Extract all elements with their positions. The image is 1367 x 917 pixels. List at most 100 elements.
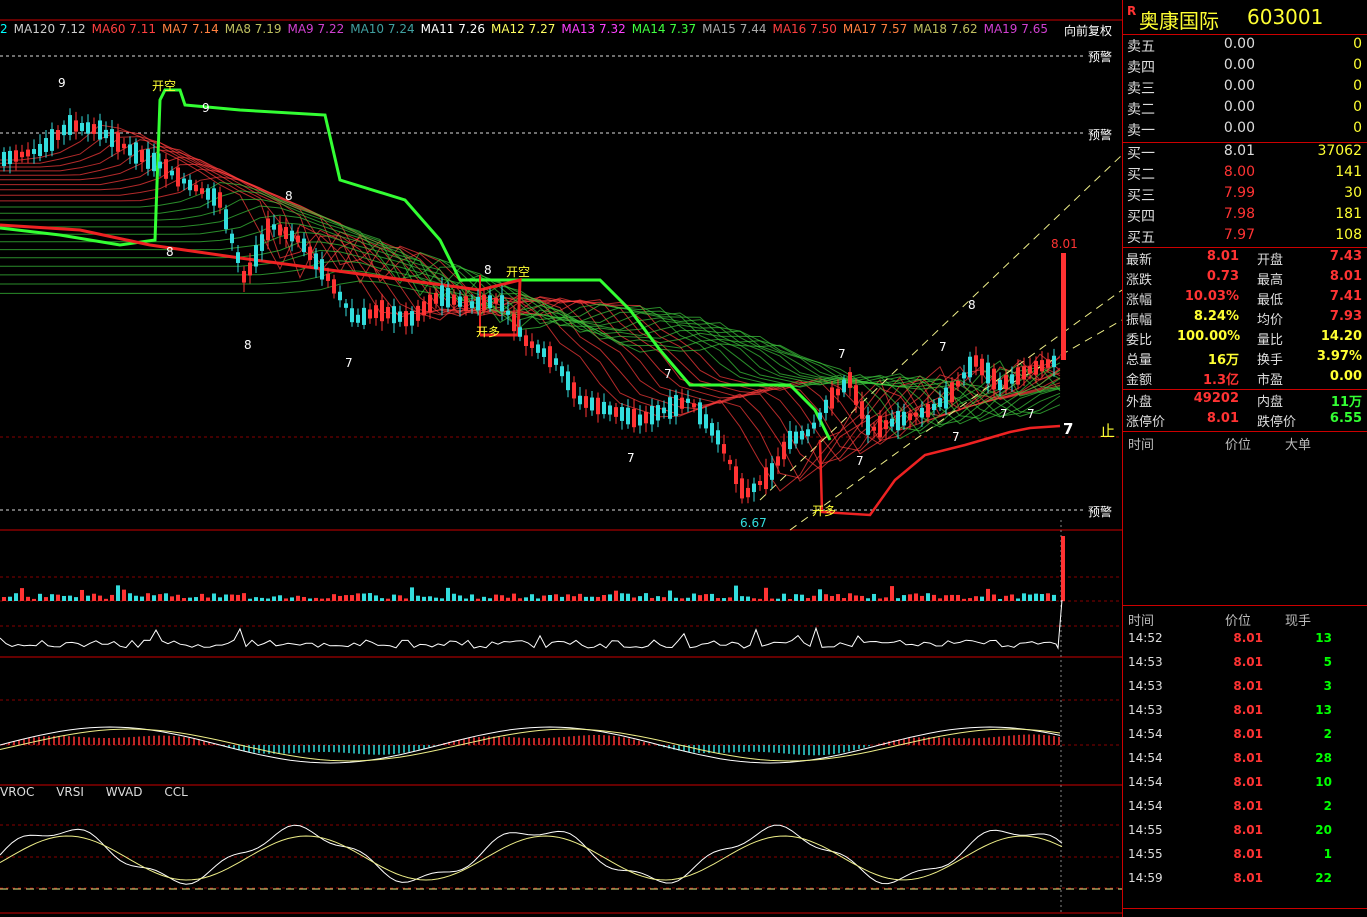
tick-price: 8.01 <box>1233 655 1263 669</box>
quote-label: 最新 <box>1126 253 1153 268</box>
tick-row[interactable]: 14:52 8.01 13 <box>1123 631 1367 655</box>
ask-level-label: 卖二 <box>1127 102 1155 118</box>
ma-legend-item: MA19 7.65 <box>983 22 1048 36</box>
td-marker: 8 <box>166 245 174 259</box>
big-order-time-header: 时间 <box>1128 438 1155 453</box>
kline-chart[interactable] <box>0 0 1122 917</box>
tick-row[interactable]: 14:59 8.01 22 <box>1123 871 1367 895</box>
ask-row[interactable]: 卖五 0.00 0 <box>1123 36 1367 57</box>
tab-ccl[interactable]: CCL <box>164 785 188 799</box>
quote-row: 涨停价 8.01 跌停价 6.55 <box>1123 411 1367 431</box>
tick-row[interactable]: 14:53 8.01 5 <box>1123 655 1367 679</box>
tick-time: 14:53 <box>1128 679 1163 693</box>
ask-volume: 0 <box>1353 120 1362 136</box>
warn-label-low: 预警 <box>1088 505 1113 519</box>
tick-volume: 2 <box>1323 799 1332 813</box>
ask-row[interactable]: 卖三 0.00 0 <box>1123 78 1367 99</box>
tab-vroc[interactable]: VROC <box>0 785 35 799</box>
quote-value: 49202 <box>1193 391 1239 406</box>
tick-time: 14:53 <box>1128 703 1163 717</box>
bid-row[interactable]: 买五 7.97 108 <box>1123 227 1367 248</box>
quote-row: 振幅 8.24% 均价 7.93 <box>1123 309 1367 329</box>
quote-label: 均价 <box>1257 313 1284 328</box>
stop-marker-7: 7 <box>1063 420 1074 438</box>
quote-value: 8.24% <box>1193 309 1239 324</box>
quote-label: 外盘 <box>1126 395 1153 410</box>
quote-label: 总量 <box>1126 353 1153 368</box>
open-short-label-1: 开空 <box>152 79 177 93</box>
bid-volume: 141 <box>1335 164 1362 180</box>
ma-legend-item: MA17 7.57 <box>842 22 908 36</box>
tick-row[interactable]: 14:53 8.01 3 <box>1123 679 1367 703</box>
quote-row: 最新 8.01 开盘 7.43 <box>1123 249 1367 269</box>
quote-label: 涨幅 <box>1126 293 1153 308</box>
ma-legend-item: MA7 7.14 <box>162 22 219 36</box>
bid-row[interactable]: 买三 7.99 30 <box>1123 185 1367 206</box>
quote-row: 总量 16万 换手 3.97% <box>1123 349 1367 369</box>
tick-row[interactable]: 14:54 8.01 10 <box>1123 775 1367 799</box>
open-long-label-2: 开多 <box>812 504 837 518</box>
tick-row[interactable]: 14:55 8.01 20 <box>1123 823 1367 847</box>
last-price-tag: 8.01 <box>1051 237 1078 251</box>
ask-row[interactable]: 卖二 0.00 0 <box>1123 99 1367 120</box>
td-marker: 7 <box>856 454 864 468</box>
tick-time: 14:53 <box>1128 655 1163 669</box>
tick-row[interactable]: 14:54 8.01 28 <box>1123 751 1367 775</box>
tick-row[interactable]: 14:54 8.01 2 <box>1123 727 1367 751</box>
divider <box>1123 431 1367 432</box>
quote-row: 涨幅 10.03% 最低 7.41 <box>1123 289 1367 309</box>
quote-label: 开盘 <box>1257 253 1284 268</box>
ask-row[interactable]: 卖四 0.00 0 <box>1123 57 1367 78</box>
td-marker: 7 <box>1027 407 1035 421</box>
macd-histogram <box>0 726 1061 764</box>
quote-value: 8.01 <box>1206 249 1239 264</box>
bid-price: 8.00 <box>1223 164 1255 180</box>
bid-volume: 181 <box>1335 206 1362 222</box>
stock-code[interactable]: 603001 <box>1247 5 1324 29</box>
quote-value: 3.97% <box>1316 349 1362 364</box>
quote-label: 涨停价 <box>1126 415 1166 430</box>
tick-volume: 13 <box>1315 703 1332 717</box>
ask-volume: 0 <box>1353 36 1362 52</box>
bid-row[interactable]: 买四 7.98 181 <box>1123 206 1367 227</box>
ask-price: 0.00 <box>1223 57 1255 73</box>
ask-row[interactable]: 卖一 0.00 0 <box>1123 120 1367 141</box>
td-marker: 8 <box>244 338 252 352</box>
tick-time: 14:52 <box>1128 631 1163 645</box>
stock-name[interactable]: 奥康国际 <box>1139 9 1219 33</box>
tick-row[interactable]: 14:54 8.01 2 <box>1123 799 1367 823</box>
ask-price: 0.00 <box>1223 36 1255 52</box>
volume-bars <box>0 536 1065 650</box>
td-marker: 7 <box>345 356 353 370</box>
tick-price: 8.01 <box>1233 823 1263 837</box>
tab-vrsi[interactable]: VRSI <box>56 785 84 799</box>
quote-label: 振幅 <box>1126 313 1153 328</box>
tab-wvad[interactable]: WVAD <box>105 785 143 799</box>
tick-volume: 22 <box>1315 871 1332 885</box>
tick-volume: 28 <box>1315 751 1332 765</box>
quote-value: 8.01 <box>1206 411 1239 426</box>
quote-label: 金额 <box>1126 373 1153 388</box>
bid-level-label: 买三 <box>1127 188 1155 204</box>
moving-average-lines <box>0 88 1061 517</box>
tick-row[interactable]: 14:55 8.01 1 <box>1123 847 1367 871</box>
tick-time: 14:54 <box>1128 799 1163 813</box>
quote-row: 金额 1.3亿 市盈 0.00 <box>1123 369 1367 389</box>
quote-label: 量比 <box>1257 333 1284 348</box>
tick-price: 8.01 <box>1233 679 1263 693</box>
tick-price: 8.01 <box>1233 631 1263 645</box>
tick-volume: 2 <box>1323 727 1332 741</box>
tick-row[interactable]: 14:53 8.01 13 <box>1123 703 1367 727</box>
adjust-mode-label[interactable]: 向前复权 <box>1064 24 1113 38</box>
quote-value: 1.3亿 <box>1202 373 1239 388</box>
bid-row[interactable]: 买一 8.01 37062 <box>1123 143 1367 164</box>
ask-volume: 0 <box>1353 78 1362 94</box>
margin-flag: R <box>1127 4 1137 18</box>
quote-label: 最低 <box>1257 293 1284 308</box>
quote-value: 10.03% <box>1184 289 1239 304</box>
warn-label-mid: 预警 <box>1088 128 1113 142</box>
ma-legend-item: MA120 7.12 <box>13 22 86 36</box>
ma-legend-item: MA12 7.27 <box>490 22 556 36</box>
ma-legend-item: 2 <box>0 22 8 36</box>
bid-row[interactable]: 买二 8.00 141 <box>1123 164 1367 185</box>
